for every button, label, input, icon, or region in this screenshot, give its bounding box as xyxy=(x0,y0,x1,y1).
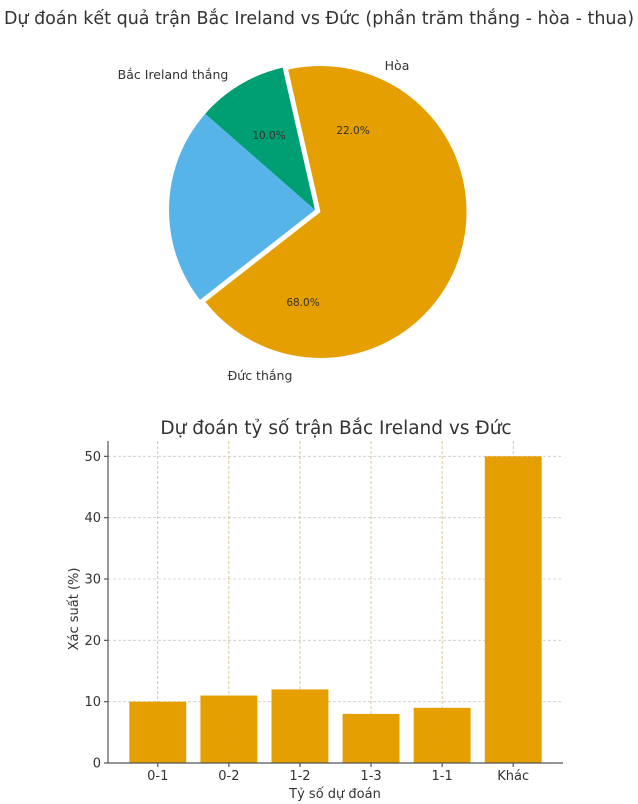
x-tick-label: 0-2 xyxy=(218,769,239,784)
x-tick-label: 1-1 xyxy=(432,769,453,784)
pie-slice-2 xyxy=(169,113,315,300)
y-tick-label: 50 xyxy=(84,450,101,465)
y-tick-label: 40 xyxy=(84,511,101,526)
y-tick-label: 10 xyxy=(84,695,101,710)
y-tick-label: 20 xyxy=(84,634,101,649)
bar-chart-title: Dự đoán tỷ số trận Bắc Ireland vs Đức xyxy=(160,418,511,439)
pie-slice-percent: 22.0% xyxy=(336,125,369,137)
bar-bars xyxy=(129,441,542,763)
pie-slice-percent: 10.0% xyxy=(252,130,285,142)
y-tick-label: 0 xyxy=(93,757,101,772)
pie-slice-label: Hòa xyxy=(385,58,410,73)
pie-slice-label: Bắc Ireland thắng xyxy=(118,67,229,82)
pie-slices xyxy=(169,65,467,358)
pie-chart-title: Dự đoán kết quả trận Bắc Ireland vs Đức … xyxy=(4,8,634,29)
x-tick-label: 0-1 xyxy=(147,769,168,784)
pie-slice-percent: 68.0% xyxy=(286,297,319,309)
bar-chart: Dự đoán tỷ số trận Bắc Ireland vs Đức 0 1… xyxy=(67,418,563,802)
pie-labels: Bắc Ireland thắng 10.0% Hòa 22.0% Đức thắng 6… xyxy=(118,58,410,383)
x-tick-label: 1-3 xyxy=(360,769,381,784)
bar-axes: 0 10 20 30 40 50 0-1 0-2 1-2 1-3 1-1 Khác xyxy=(84,441,563,784)
pie-chart: Dự đoán kết quả trận Bắc Ireland vs Đức … xyxy=(4,8,634,383)
x-tick-label: Khác xyxy=(497,769,529,784)
pie-slice-label: Đức thắng xyxy=(228,368,293,383)
y-axis-label: Xác suất (%) xyxy=(67,568,82,651)
pie-slice-3 xyxy=(205,65,467,358)
x-tick-label: 1-2 xyxy=(289,769,310,784)
pie-slice-1 xyxy=(205,67,315,210)
y-tick-label: 30 xyxy=(84,573,101,588)
x-axis-label: Tỷ số dự đoán xyxy=(288,787,381,802)
